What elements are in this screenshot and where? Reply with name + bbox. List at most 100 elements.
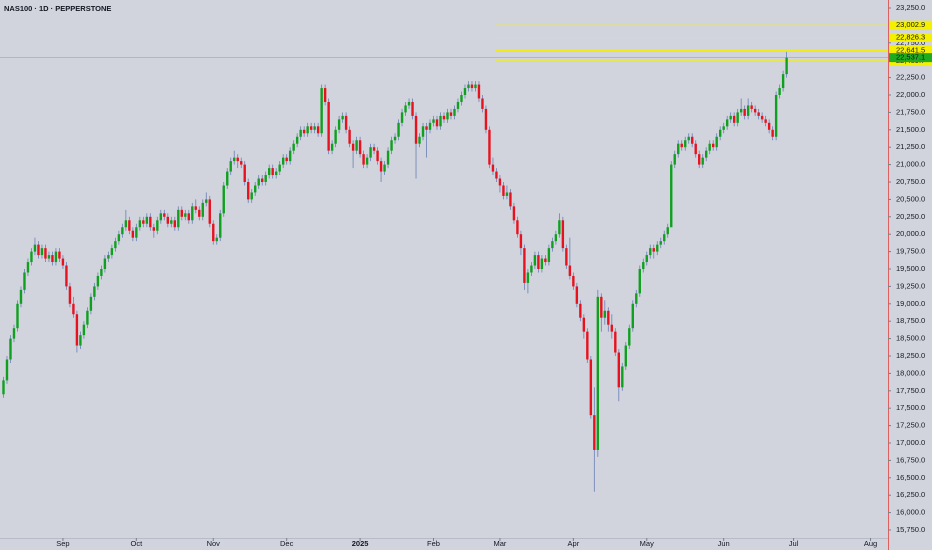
candle-body <box>785 57 788 75</box>
x-tick-label: Aug <box>864 539 877 548</box>
candle-body <box>568 265 572 276</box>
y-tick-label: 18,750.0 <box>896 316 925 325</box>
candle-body <box>372 147 376 151</box>
candle-body <box>760 115 764 120</box>
x-tick-label: Jul <box>789 539 799 548</box>
candle-body <box>586 331 589 360</box>
candle-body <box>439 115 442 127</box>
candle-body <box>554 234 558 242</box>
candle-body <box>659 241 662 245</box>
candle-body <box>292 143 295 151</box>
candle-body <box>670 164 673 228</box>
candle-body <box>418 136 421 144</box>
candle-body <box>537 255 540 269</box>
candle-body <box>334 129 337 144</box>
candle-body <box>117 234 121 242</box>
candle-body <box>509 192 512 207</box>
candle-body <box>12 328 16 339</box>
candle-body <box>166 216 170 224</box>
candle-body <box>219 213 222 238</box>
candle-body <box>250 192 253 200</box>
candle-body <box>323 88 327 102</box>
candle-body <box>194 206 197 210</box>
candle-body <box>40 248 44 256</box>
candle-body <box>474 84 477 89</box>
level-label-box <box>889 20 932 30</box>
candle-body <box>449 112 453 116</box>
candle-body <box>330 143 334 151</box>
candle-body <box>732 115 736 123</box>
y-tick-label: 21,000.0 <box>896 160 925 169</box>
candle-body <box>523 248 526 283</box>
candle-body <box>502 185 505 196</box>
candle-body <box>711 143 715 148</box>
candle-body <box>247 182 250 200</box>
y-tick-label: 17,250.0 <box>896 421 925 430</box>
candle-body <box>645 255 648 263</box>
candle-body <box>746 105 750 116</box>
candle-body <box>306 126 309 134</box>
level-label: 23,002.9 <box>896 20 925 29</box>
level-label: 22,826.3 <box>896 32 925 41</box>
y-tick-label: 22,250.0 <box>896 73 925 82</box>
candle-body <box>691 136 694 144</box>
candle-body <box>446 112 449 120</box>
candle-body <box>593 415 596 450</box>
candle-body <box>526 272 530 283</box>
candle-body <box>463 88 467 95</box>
candle-body <box>614 331 617 353</box>
candle-body <box>344 115 348 130</box>
candle-body <box>610 324 614 332</box>
y-tick-label: 17,750.0 <box>896 386 925 395</box>
candle-body <box>2 380 5 395</box>
candle-body <box>142 220 145 224</box>
candle-body <box>442 115 446 120</box>
y-tick-label: 19,500.0 <box>896 264 925 273</box>
candle-body <box>103 258 107 269</box>
y-tick-label: 18,000.0 <box>896 368 925 377</box>
y-tick-label: 22,750.0 <box>896 38 925 47</box>
candle-body <box>386 150 390 165</box>
candle-body <box>725 119 729 127</box>
candle-body <box>362 154 365 165</box>
candle-body <box>152 227 156 231</box>
candle-body <box>365 157 369 165</box>
y-tick-label: 22,000.0 <box>896 90 925 99</box>
candle-body <box>288 150 292 162</box>
candle-body <box>739 108 743 113</box>
candle-body <box>281 157 285 165</box>
candle-body <box>351 143 355 151</box>
candle-body <box>23 272 26 290</box>
candle-body <box>404 105 407 113</box>
y-tick-label: 20,000.0 <box>896 229 925 238</box>
candle-body <box>757 112 760 116</box>
candle-body <box>589 359 593 416</box>
candle-body <box>58 251 61 259</box>
candle-body <box>551 241 554 249</box>
candle-body <box>114 241 117 249</box>
candle-body <box>309 126 313 130</box>
candle-body <box>460 95 463 102</box>
candle-body <box>233 157 236 162</box>
candle-body <box>16 303 19 329</box>
candle-body <box>138 220 142 228</box>
candle-body <box>635 293 638 304</box>
candle-body <box>575 286 579 304</box>
y-tick-label: 16,500.0 <box>896 473 925 482</box>
candle-body <box>565 248 568 266</box>
candle-body <box>82 324 86 336</box>
candle-body <box>400 112 404 123</box>
y-tick-label: 18,250.0 <box>896 351 925 360</box>
candle-body <box>684 140 687 148</box>
candle-body <box>201 202 204 217</box>
y-tick-label: 15,750.0 <box>896 525 925 534</box>
y-tick-label: 19,000.0 <box>896 299 925 308</box>
candle-body <box>379 161 383 172</box>
candle-body <box>72 303 75 315</box>
candle-body <box>100 269 103 276</box>
candle-body <box>435 119 439 127</box>
candle-body <box>687 136 690 141</box>
candle-body <box>729 115 732 120</box>
candle-body <box>89 296 93 311</box>
